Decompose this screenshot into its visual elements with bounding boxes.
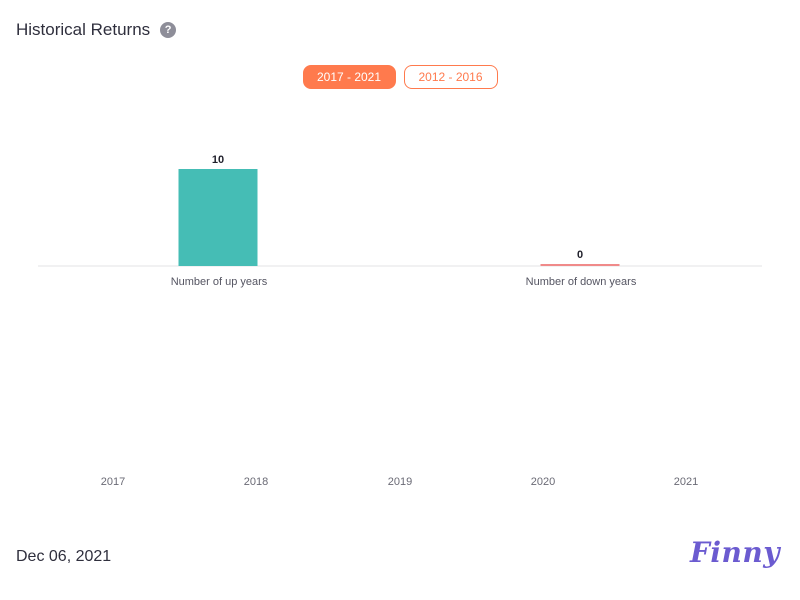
tab-2017-2021[interactable]: 2017 - 2021 <box>302 65 396 89</box>
range-tabs: 2017 - 2021 2012 - 2016 <box>0 65 800 89</box>
finny-logo: Finny <box>690 536 780 569</box>
timeline-year-label: 2017 <box>101 476 125 488</box>
timeline-year-label: 2018 <box>244 476 268 488</box>
tab-2012-2016[interactable]: 2012 - 2016 <box>403 65 498 89</box>
category-label: Number of down years <box>526 276 637 288</box>
bar-down-years <box>540 264 620 266</box>
page-title: Historical Returns <box>16 20 151 39</box>
category-label: Number of up years <box>171 276 268 288</box>
returns-chart: 10 Number of up years 0 Number of down year… <box>38 154 762 488</box>
bar-value-label: 0 <box>577 249 583 261</box>
question-circle-icon[interactable]: ? <box>160 22 177 38</box>
header: Historical Returns ? <box>16 20 177 40</box>
timeline-year-label: 2020 <box>531 476 555 488</box>
timeline-year-label: 2019 <box>388 476 412 488</box>
bar-up-years <box>178 169 258 266</box>
timeline-year-label: 2021 <box>674 476 698 488</box>
bar-value-label: 10 <box>212 154 224 166</box>
footer-date: Dec 06, 2021 <box>16 548 112 565</box>
